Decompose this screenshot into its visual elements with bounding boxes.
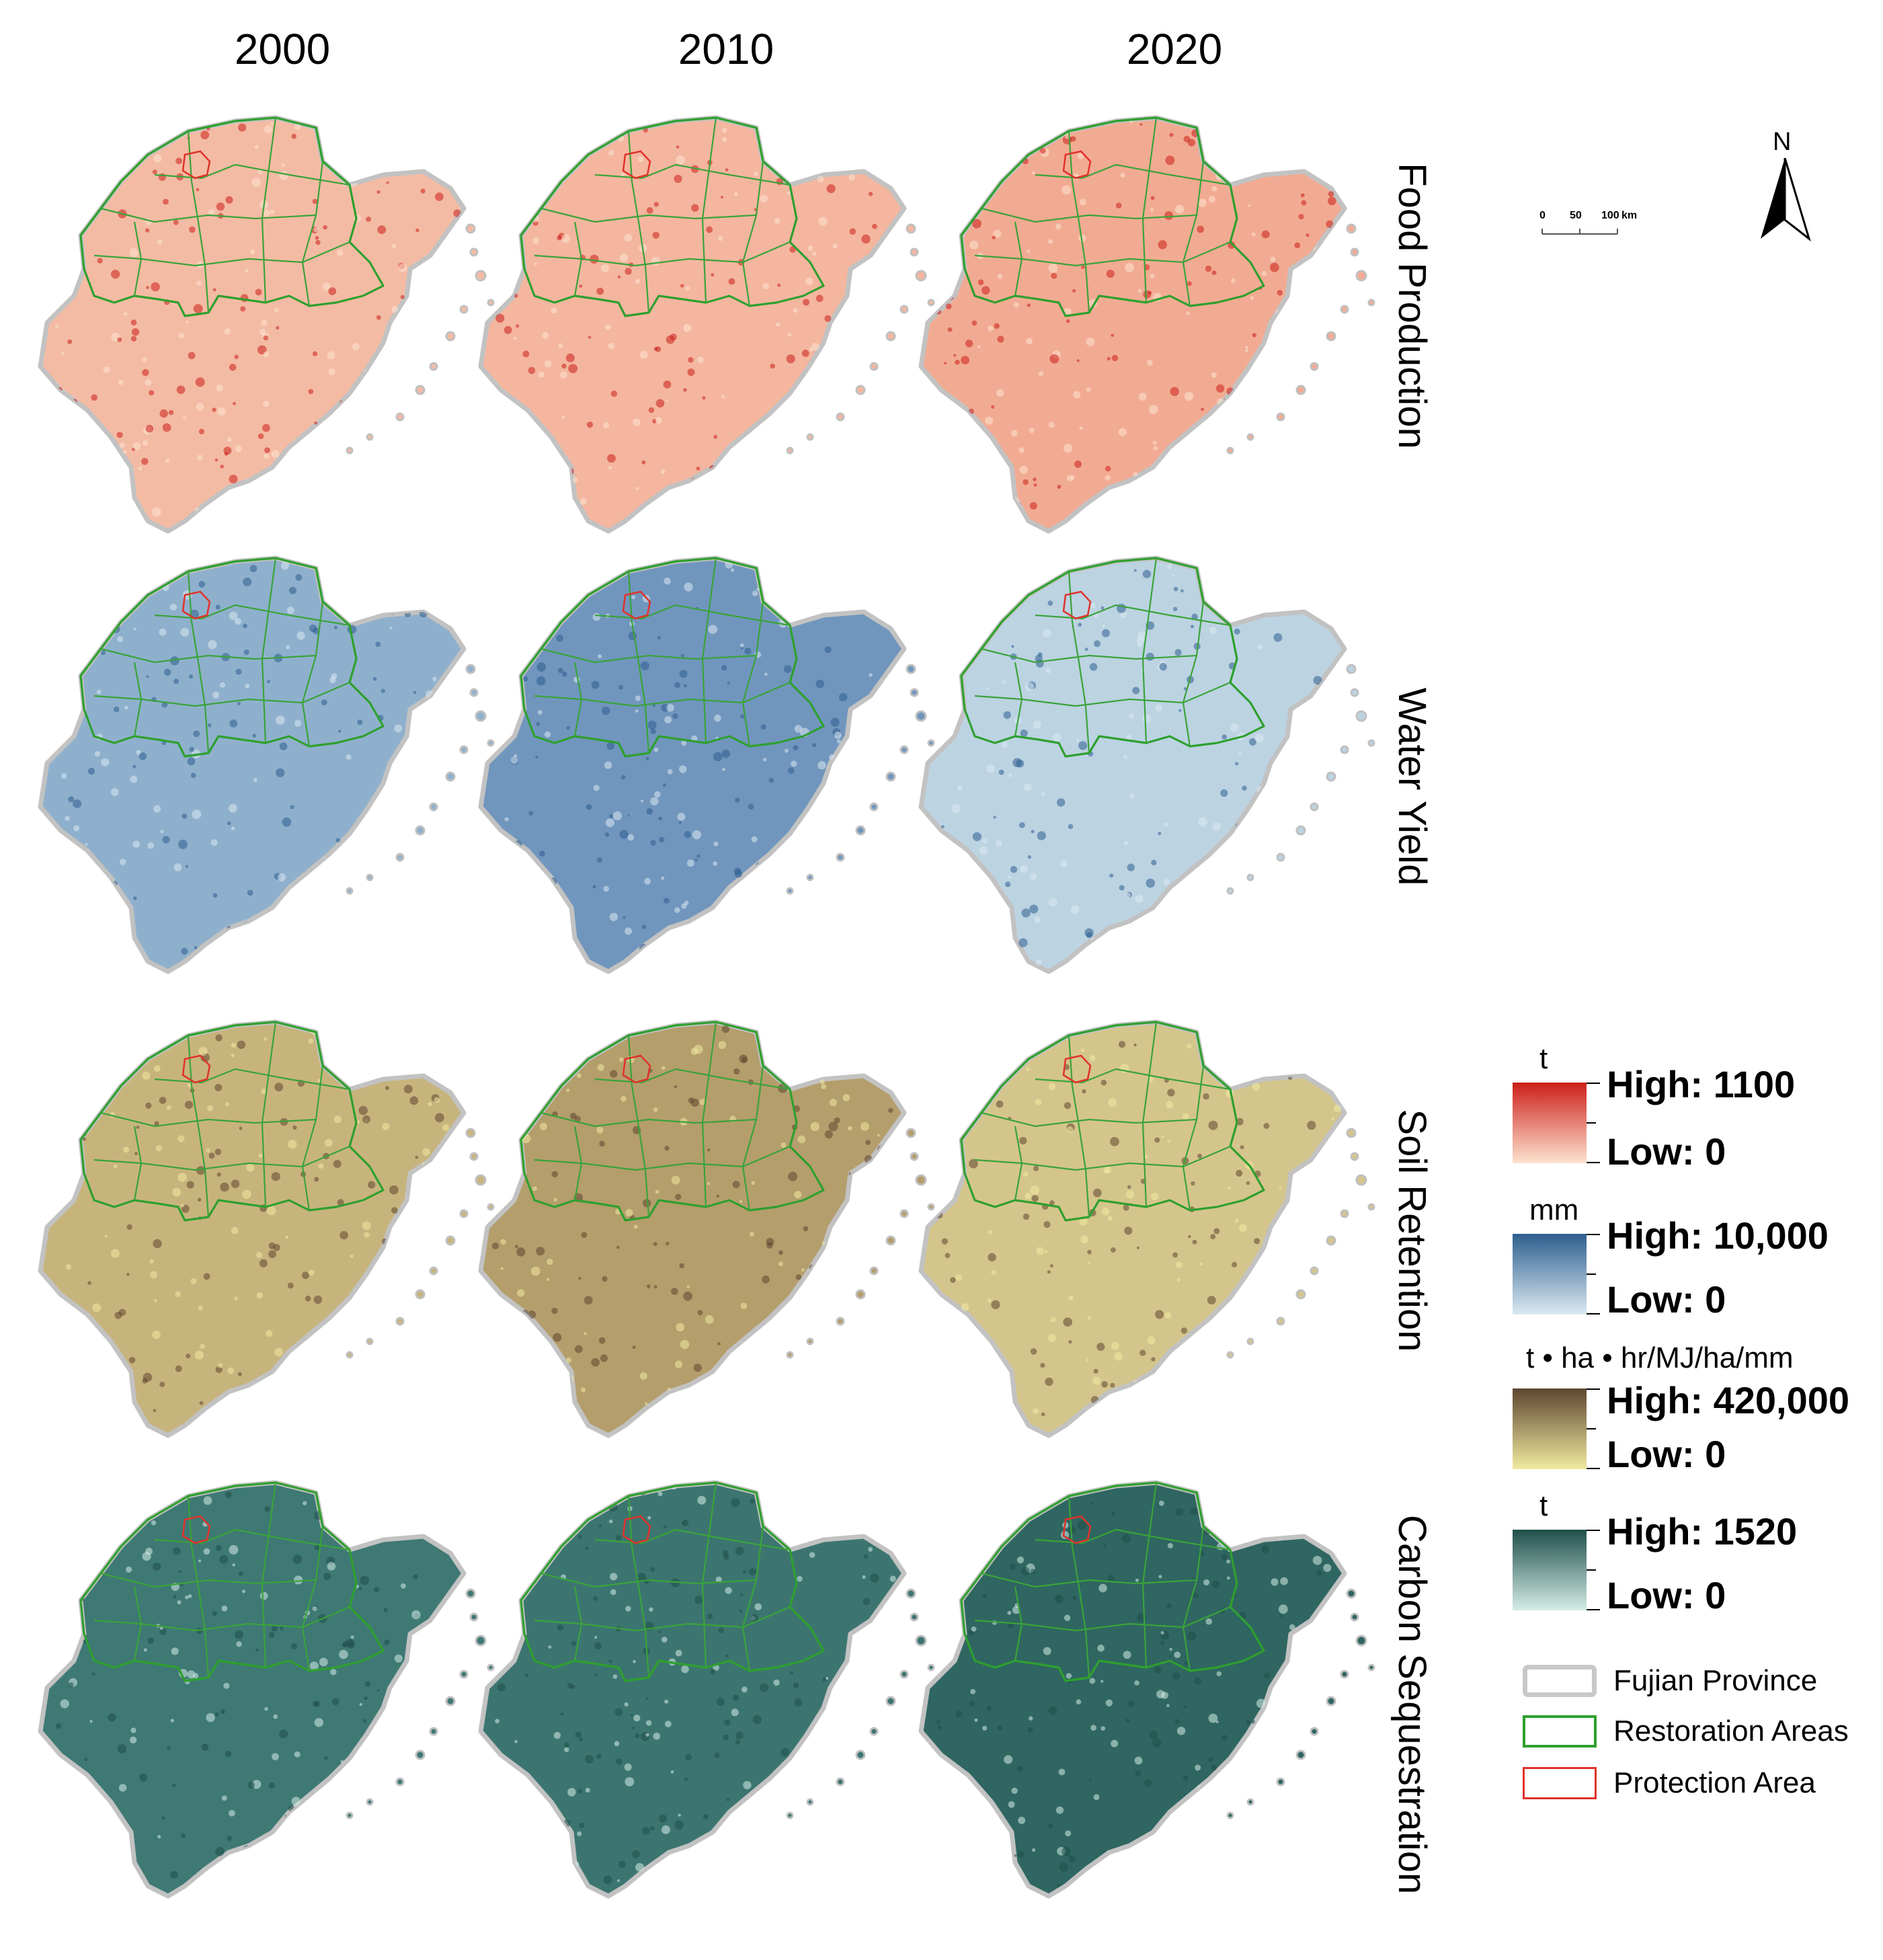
legend-carbon-ramp: [1513, 1530, 1587, 1610]
year-header-2010: 2010: [678, 25, 774, 73]
map-soil-retention-2020: [914, 1005, 1385, 1462]
legend-soil-ramp: [1513, 1388, 1587, 1469]
map-carbon-sequestration-2000: [34, 1466, 504, 1923]
row-label-carbon-sequestration: Carbon Sequestration: [1390, 1514, 1434, 1895]
map-carbon-sequestration-2020: [914, 1466, 1385, 1923]
legend-water: mm High: 10,000 Low: 0: [1513, 1193, 1849, 1335]
map-water-yield-2020: [914, 541, 1385, 998]
legend-food-unit: t: [1539, 1042, 1548, 1075]
legend-soil: t • ha • hr/MJ/ha/mm High: 420,000 Low: …: [1513, 1341, 1876, 1486]
row-label-water-yield: Water Yield: [1390, 687, 1434, 886]
legend-protection-area-swatch: [1523, 1767, 1597, 1799]
north-arrow: N: [1758, 128, 1812, 242]
legend-protection-area-label: Protection Area: [1613, 1766, 1816, 1799]
scale-bar: 0 50 100 km: [1539, 210, 1637, 247]
map-soil-retention-2000: [34, 1005, 504, 1462]
map-food-production-2000: [34, 101, 504, 558]
north-arrow-icon: [1761, 158, 1811, 242]
map-soil-retention-2010: [474, 1005, 945, 1462]
legend-food-ramp: [1513, 1083, 1587, 1163]
legend-food: t High: 1100 Low: 0: [1513, 1042, 1849, 1190]
legend-carbon-unit: t: [1539, 1489, 1548, 1522]
legend-restoration-areas-swatch: [1523, 1715, 1597, 1748]
map-food-production-2010: [474, 101, 945, 558]
north-label: N: [1773, 128, 1792, 156]
legend-fujian-province-swatch: [1523, 1665, 1597, 1697]
legend-soil-high: High: 420,000: [1607, 1379, 1850, 1421]
legend-carbon-low: Low: 0: [1607, 1574, 1726, 1616]
legend-fujian-province-label: Fujian Province: [1613, 1664, 1818, 1697]
scale-tick-100: 100: [1601, 210, 1619, 221]
row-label-soil-retention: Soil Retention: [1390, 1109, 1434, 1352]
map-water-yield-2010: [474, 541, 945, 998]
map-carbon-sequestration-2010: [474, 1466, 945, 1923]
map-food-production-2020: [914, 101, 1385, 558]
legend-water-low: Low: 0: [1607, 1278, 1726, 1321]
legend-restoration-areas-label: Restoration Areas: [1613, 1715, 1849, 1748]
year-header-2000: 2000: [234, 25, 331, 73]
row-label-food-production: Food Production: [1390, 163, 1434, 449]
legend-soil-low: Low: 0: [1607, 1433, 1726, 1475]
legend-soil-unit: t • ha • hr/MJ/ha/mm: [1526, 1341, 1794, 1374]
scale-tick-0: 0: [1539, 210, 1546, 221]
legend-water-high: High: 10,000: [1607, 1214, 1829, 1257]
legend-water-unit: mm: [1529, 1193, 1579, 1226]
legend-carbon: t High: 1520 Low: 0: [1513, 1489, 1849, 1631]
map-water-yield-2000: [34, 541, 504, 998]
legend-food-high: High: 1100: [1607, 1063, 1796, 1105]
scale-tick-50: 50: [1570, 210, 1582, 221]
year-header-2020: 2020: [1126, 25, 1223, 73]
legend-water-ramp: [1513, 1234, 1587, 1315]
scale-unit: km: [1621, 210, 1638, 221]
legend-carbon-high: High: 1520: [1607, 1510, 1798, 1553]
legend-food-low: Low: 0: [1607, 1130, 1726, 1173]
